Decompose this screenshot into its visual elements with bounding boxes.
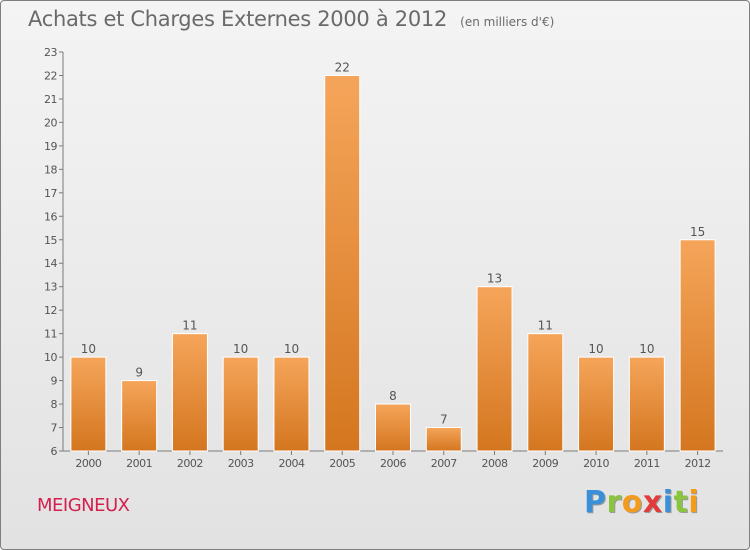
- y-tick-label: 7: [51, 422, 58, 435]
- y-tick-label: 8: [51, 398, 58, 411]
- proxiti-logo: Proxiti: [584, 485, 700, 520]
- x-tick-label: 2012: [685, 457, 711, 470]
- y-tick-label: 22: [44, 69, 57, 82]
- y-tick-label: 21: [44, 93, 57, 106]
- bar: [273, 356, 310, 452]
- x-tick-label: 2000: [75, 457, 101, 470]
- x-tick-label: 2002: [177, 457, 203, 470]
- bar-value-label: 10: [639, 342, 654, 356]
- y-tick-label: 19: [44, 140, 57, 153]
- y-tick-label: 23: [44, 46, 57, 59]
- municipality-name: MEIGNEUX: [37, 495, 130, 516]
- bar-value-label: 22: [335, 60, 350, 74]
- x-tick-label: 2010: [583, 457, 609, 470]
- x-tick-label: 2007: [431, 457, 457, 470]
- y-tick-label: 13: [44, 281, 57, 294]
- x-tick-label: 2008: [482, 457, 508, 470]
- y-tick-label: 12: [44, 304, 57, 317]
- bar-value-label: 11: [182, 319, 197, 333]
- x-tick-label: 2004: [278, 457, 304, 470]
- y-tick-label: 9: [51, 375, 58, 388]
- chart-title-row: Achats et Charges Externes 2000 à 2012 (…: [28, 7, 554, 31]
- y-tick-label: 15: [44, 234, 57, 247]
- y-tick-label: 16: [44, 210, 57, 223]
- bar: [222, 356, 259, 452]
- y-tick-label: 14: [44, 257, 57, 270]
- bar: [578, 356, 615, 452]
- bar: [171, 333, 208, 452]
- bar: [476, 286, 513, 452]
- y-tick-label: 17: [44, 187, 57, 200]
- bar-value-label: 13: [487, 272, 502, 286]
- bar-value-label: 9: [135, 366, 143, 380]
- bar-value-label: 10: [81, 342, 96, 356]
- bar-value-label: 15: [690, 225, 705, 239]
- bar: [375, 403, 411, 452]
- x-tick-label: 2003: [228, 457, 254, 470]
- bar: [324, 74, 361, 452]
- bar: [425, 427, 462, 452]
- bar-value-label: 8: [389, 389, 397, 403]
- bar-value-label: 10: [284, 342, 299, 356]
- bar: [679, 239, 716, 452]
- bar: [70, 356, 107, 452]
- chart-subtitle: (en milliers d'€): [460, 15, 555, 29]
- y-tick-label: 20: [44, 116, 57, 129]
- y-tick-label: 6: [51, 445, 58, 458]
- x-tick-label: 2005: [329, 457, 355, 470]
- bar-value-label: 11: [538, 319, 553, 333]
- bar: [121, 380, 158, 452]
- chart-title: Achats et Charges Externes 2000 à 2012: [28, 7, 448, 31]
- y-tick-label: 18: [44, 163, 57, 176]
- x-tick-label: 2011: [634, 457, 660, 470]
- bar-value-label: 10: [588, 342, 603, 356]
- bar-value-label: 10: [233, 342, 248, 356]
- y-tick-label: 11: [44, 328, 57, 341]
- y-tick-label: 10: [44, 351, 57, 364]
- bar: [527, 333, 564, 452]
- x-tick-label: 2009: [532, 457, 558, 470]
- bar: [628, 356, 665, 452]
- bar-value-label: 7: [440, 413, 448, 427]
- x-tick-label: 2006: [380, 457, 406, 470]
- x-tick-label: 2001: [126, 457, 152, 470]
